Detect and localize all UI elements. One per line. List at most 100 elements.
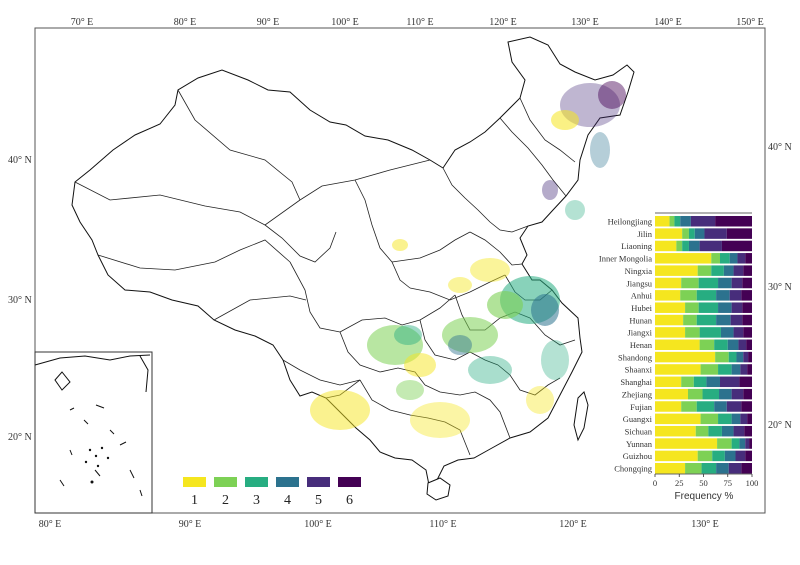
bar-segment xyxy=(746,339,752,350)
bar-segment xyxy=(655,463,686,474)
bar-segment xyxy=(699,339,715,350)
frequency-bar-chart: Frequency % Heilongjiang Jilin Liaoning Inn… xyxy=(593,212,758,502)
bar-segment xyxy=(711,265,724,276)
bar-segment xyxy=(741,401,752,412)
bar-segment xyxy=(655,450,698,462)
bar-segment xyxy=(688,240,700,252)
lon-label-bottom: 80° E xyxy=(39,519,62,530)
bar-segment xyxy=(655,228,683,239)
lat-label-right: 20° N xyxy=(768,420,792,431)
bar-segment xyxy=(655,438,718,449)
bar-segment xyxy=(669,216,675,227)
bar-segment xyxy=(740,364,748,375)
bar-segment xyxy=(681,277,699,289)
bar-segment xyxy=(716,314,731,326)
bar-segment xyxy=(715,216,752,227)
bar-segment xyxy=(749,438,752,449)
legend-swatch-5 xyxy=(307,477,330,487)
bar-segment xyxy=(706,376,720,388)
bar-segment xyxy=(685,463,702,474)
bar-segment xyxy=(721,240,752,252)
taiwan-island xyxy=(573,391,589,442)
bar-segment xyxy=(743,265,752,276)
bar-segment xyxy=(733,425,745,437)
bar-segment xyxy=(674,216,681,227)
bar-segment xyxy=(712,450,725,462)
bar-segment xyxy=(728,463,742,474)
lat-label-right: 40° N xyxy=(768,142,792,153)
bar-segment xyxy=(655,351,716,363)
bar-segment xyxy=(731,302,743,313)
legend-label-4: 4 xyxy=(284,493,291,508)
lon-label-bottom: 110° E xyxy=(429,519,456,530)
bar-segment xyxy=(735,450,746,462)
legend-swatch-3 xyxy=(245,477,268,487)
bar-segment xyxy=(742,277,752,289)
category-label: Hubei xyxy=(631,303,652,313)
bar-segment xyxy=(748,351,752,363)
lon-label-top: 130° E xyxy=(571,17,599,28)
bar-segment xyxy=(696,401,715,412)
legend-label-3: 3 xyxy=(253,493,260,508)
lon-label-bottom: 130° E xyxy=(691,519,719,530)
bar-segment xyxy=(720,327,734,338)
bar-segment xyxy=(716,290,730,301)
legend-label-2: 2 xyxy=(222,493,229,508)
bar-segment xyxy=(745,450,752,462)
bar-segment xyxy=(688,228,695,239)
bar-segment xyxy=(727,339,739,350)
category-label: Sichuan xyxy=(625,426,653,436)
category-label: Guangxi xyxy=(623,414,653,424)
bar-segment xyxy=(704,228,727,239)
bar-segment xyxy=(690,216,716,227)
bar-segment xyxy=(726,401,742,412)
bar-segment xyxy=(742,314,752,326)
bar-segment xyxy=(699,327,721,338)
bar-segment xyxy=(731,388,744,400)
bar-segment xyxy=(655,327,686,338)
x-tick-label: 50 xyxy=(699,478,708,488)
category-label: Ningxia xyxy=(625,266,653,276)
hainan-island xyxy=(426,477,451,501)
lon-label-top: 70° E xyxy=(71,17,94,28)
category-label: Jiangsu xyxy=(627,278,653,288)
bar-segment xyxy=(731,277,743,289)
bar-segment xyxy=(696,314,717,326)
bar-segment xyxy=(655,302,686,313)
bar-segment xyxy=(655,253,712,264)
bar-segment xyxy=(655,376,682,388)
bar-segment xyxy=(717,438,732,449)
category-label: Chongqing xyxy=(614,464,653,474)
bar-segment xyxy=(697,450,713,462)
bar-segment xyxy=(694,228,705,239)
lon-label-bottom: 100° E xyxy=(304,519,332,530)
bar-segment xyxy=(731,364,741,375)
bar-segment xyxy=(729,290,742,301)
category-label: Henan xyxy=(630,340,653,350)
bar-segment xyxy=(698,302,719,313)
inset-dots xyxy=(84,446,110,484)
bar-segment xyxy=(743,351,749,363)
category-label: Hunan xyxy=(629,315,652,325)
lon-label-top: 80° E xyxy=(174,17,197,28)
bar-segment xyxy=(739,438,746,449)
bar-segment xyxy=(731,413,741,425)
lat-label-right: 30° N xyxy=(768,282,792,293)
bar-segment xyxy=(708,425,722,437)
bar-segment xyxy=(733,327,744,338)
bar-segment xyxy=(655,290,681,301)
bar-segment xyxy=(683,314,697,326)
bar-segment xyxy=(726,228,752,239)
bar-segment xyxy=(655,425,696,437)
category-label: Anhui xyxy=(631,291,653,301)
bar-segment xyxy=(655,277,682,289)
legend-swatch-6 xyxy=(338,477,361,487)
bar-segment xyxy=(733,265,744,276)
bar-segment xyxy=(676,240,683,252)
category-label: Zhejiang xyxy=(622,389,653,399)
bar-segment xyxy=(711,253,720,264)
legend-swatch-1 xyxy=(183,477,206,487)
category-label: Shaanxi xyxy=(625,365,653,375)
bar-segment xyxy=(744,425,752,437)
bar-segment xyxy=(687,388,703,400)
